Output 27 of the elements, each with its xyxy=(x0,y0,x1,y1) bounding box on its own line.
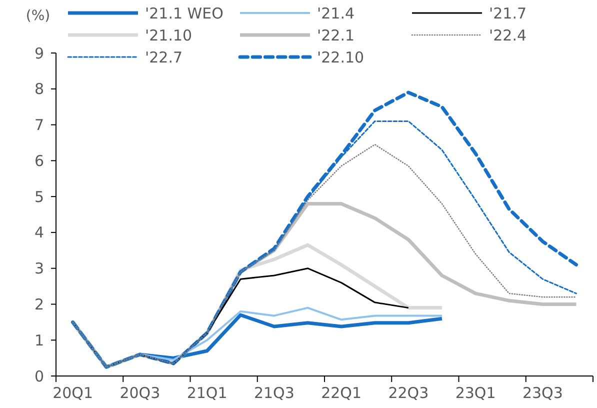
x-tick-label: 23Q3 xyxy=(522,384,563,402)
y-tick-label: 9 xyxy=(34,44,44,62)
x-tick-label: 23Q1 xyxy=(455,384,496,402)
y-tick-label: 8 xyxy=(34,80,44,98)
y-tick-label: 5 xyxy=(34,188,44,206)
legend-label: '22.7 xyxy=(145,48,183,66)
x-tick-label: 20Q1 xyxy=(52,384,93,402)
legend-label: '22.10 xyxy=(317,48,364,66)
legend-label: '22.1 xyxy=(317,26,355,44)
y-tick-label: 2 xyxy=(34,295,44,314)
y-axis-title: (%) xyxy=(26,8,50,24)
y-tick-label: 7 xyxy=(34,116,44,134)
legend-label: '22.4 xyxy=(489,26,527,44)
x-tick-label: 20Q3 xyxy=(120,384,160,402)
y-tick-label: 4 xyxy=(34,224,44,242)
x-tick-label: 22Q3 xyxy=(388,384,429,402)
x-tick-label: 21Q1 xyxy=(186,384,228,402)
y-tick-label: 1 xyxy=(34,331,44,350)
legend-label: '21.4 xyxy=(317,4,355,22)
y-tick-label: 3 xyxy=(34,260,44,278)
x-tick-label: 21Q3 xyxy=(254,384,294,402)
legend-label: '21.10 xyxy=(145,26,192,44)
y-tick-label: 0 xyxy=(34,367,44,386)
y-tick-label: 6 xyxy=(34,152,44,170)
legend-label: '21.7 xyxy=(489,4,527,22)
legend-label: '21.1 WEO xyxy=(145,4,224,22)
x-tick-label: 22Q1 xyxy=(321,384,362,402)
